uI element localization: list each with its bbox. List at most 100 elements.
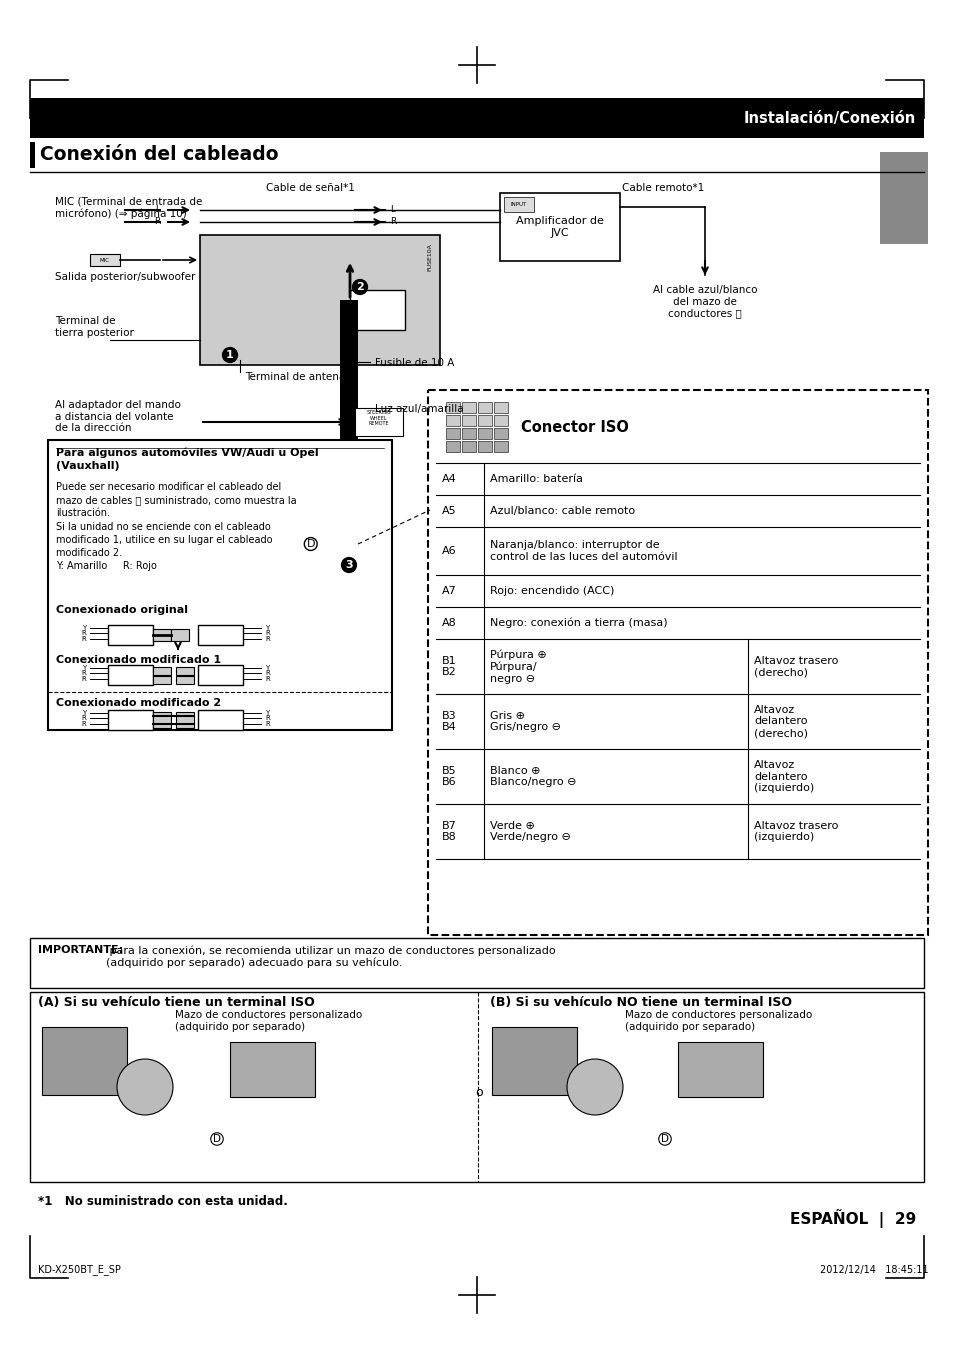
Text: Altavoz
delantero
(izquierdo): Altavoz delantero (izquierdo): [753, 760, 814, 793]
Text: Amarillo: batería: Amarillo: batería: [490, 474, 582, 483]
Text: 1: 1: [226, 349, 233, 360]
Circle shape: [566, 1059, 622, 1114]
Text: ESPAÑOL  |  29: ESPAÑOL | 29: [789, 1209, 915, 1228]
Text: Instalación/Conexión: Instalación/Conexión: [743, 111, 915, 126]
Bar: [879, 152, 927, 244]
Text: MIC (Terminal de entrada de
micrófono) (⇒ página 10): MIC (Terminal de entrada de micrófono) (…: [55, 196, 202, 219]
Text: D: D: [213, 1135, 221, 1144]
Bar: [152, 676, 171, 684]
Bar: [108, 709, 152, 730]
Text: B7
B8: B7 B8: [441, 821, 456, 842]
Text: R: R: [153, 218, 160, 226]
Text: Rojo: encendido (ACC): Rojo: encendido (ACC): [490, 586, 614, 596]
Bar: [494, 402, 507, 413]
Bar: [30, 97, 923, 138]
Bar: [48, 440, 392, 730]
Text: Y: Y: [82, 665, 86, 672]
Bar: [171, 630, 189, 640]
Text: 2012/12/14   18:45:11: 2012/12/14 18:45:11: [820, 1265, 927, 1275]
Bar: [30, 142, 35, 168]
Text: Conexionado modificado 1: Conexionado modificado 1: [56, 655, 221, 665]
Text: INPUT: INPUT: [511, 203, 527, 207]
Text: Verde ⊕
Verde/negro ⊖: Verde ⊕ Verde/negro ⊖: [490, 821, 570, 842]
Bar: [436, 695, 919, 749]
Bar: [461, 414, 476, 427]
Text: Cable remoto*1: Cable remoto*1: [621, 183, 703, 194]
Text: R: R: [265, 676, 270, 682]
Bar: [200, 236, 439, 366]
Text: R: R: [81, 720, 86, 727]
Bar: [436, 496, 919, 527]
Text: MIC: MIC: [100, 257, 110, 263]
Bar: [175, 676, 193, 684]
Text: Púrpura ⊕
Púrpura/
negro ⊖: Púrpura ⊕ Púrpura/ negro ⊖: [490, 650, 546, 684]
Bar: [436, 639, 919, 695]
Text: Amplificador de
JVC: Amplificador de JVC: [516, 217, 603, 238]
Text: Y: Y: [82, 709, 86, 716]
Bar: [477, 414, 492, 427]
Text: A5: A5: [441, 506, 456, 516]
Bar: [492, 1026, 577, 1095]
Text: FUSE10A: FUSE10A: [427, 242, 432, 271]
Bar: [355, 408, 402, 436]
Text: Gris ⊕
Gris/negro ⊖: Gris ⊕ Gris/negro ⊖: [490, 711, 560, 733]
Text: L: L: [390, 206, 395, 214]
Text: 2: 2: [355, 282, 363, 292]
Bar: [436, 575, 919, 607]
Text: Azul/blanco: cable remoto: Azul/blanco: cable remoto: [490, 506, 635, 516]
Text: Altavoz trasero
(izquierdo): Altavoz trasero (izquierdo): [753, 821, 838, 842]
Text: Fusible de 10 A: Fusible de 10 A: [375, 357, 454, 368]
Text: R: R: [81, 715, 86, 720]
Text: Conexionado original: Conexionado original: [56, 605, 188, 615]
Bar: [152, 712, 171, 728]
Text: Altavoz
delantero
(derecho): Altavoz delantero (derecho): [753, 705, 807, 738]
Bar: [436, 749, 919, 804]
Bar: [436, 527, 919, 575]
Text: Y: Y: [82, 626, 86, 631]
Bar: [198, 709, 243, 730]
Text: Salida posterior/subwoofer: Salida posterior/subwoofer: [55, 272, 195, 282]
Text: Para algunos automóviles VW/Audi u Opel
(Vauxhall): Para algunos automóviles VW/Audi u Opel …: [56, 448, 318, 471]
Text: A7: A7: [441, 586, 456, 596]
Text: Altavoz trasero
(derecho): Altavoz trasero (derecho): [753, 655, 838, 677]
Text: R: R: [390, 218, 395, 226]
Text: L: L: [154, 206, 160, 214]
Text: R: R: [265, 715, 270, 720]
Bar: [494, 428, 507, 439]
Bar: [152, 668, 171, 676]
Bar: [30, 938, 923, 988]
Bar: [461, 441, 476, 452]
Bar: [446, 441, 459, 452]
Bar: [446, 402, 459, 413]
Text: *1   No suministrado con esta unidad.: *1 No suministrado con esta unidad.: [38, 1196, 288, 1208]
Text: KD-X250BT_E_SP: KD-X250BT_E_SP: [38, 1265, 121, 1275]
Bar: [461, 428, 476, 439]
Text: B5
B6: B5 B6: [441, 766, 456, 787]
Text: Y: Y: [265, 709, 269, 716]
Bar: [230, 1043, 314, 1097]
Text: Terminal de
tierra posterior: Terminal de tierra posterior: [55, 315, 133, 337]
Text: Y: Y: [265, 665, 269, 672]
Bar: [90, 255, 120, 265]
Text: Conexión del cableado: Conexión del cableado: [40, 145, 278, 164]
Bar: [175, 712, 193, 728]
Text: R: R: [265, 720, 270, 727]
Text: Negro: conexión a tierra (masa): Negro: conexión a tierra (masa): [490, 617, 667, 628]
Text: B1
B2: B1 B2: [441, 655, 456, 677]
Text: D: D: [306, 539, 314, 548]
Bar: [333, 490, 365, 508]
Text: 3: 3: [345, 561, 353, 570]
Bar: [477, 441, 492, 452]
Text: Y: Y: [265, 626, 269, 631]
Text: IMPORTANTE:: IMPORTANTE:: [38, 945, 123, 955]
Bar: [198, 626, 243, 645]
Bar: [339, 301, 357, 529]
Bar: [678, 1043, 762, 1097]
Text: (B) Si su vehículo NO tiene un terminal ISO: (B) Si su vehículo NO tiene un terminal …: [490, 997, 791, 1009]
Bar: [477, 402, 492, 413]
Bar: [494, 441, 507, 452]
Text: R: R: [81, 630, 86, 636]
Text: R: R: [265, 670, 270, 676]
Text: Puede ser necesario modificar el cableado del
mazo de cables ⓓ suministrado, com: Puede ser necesario modificar el cablead…: [56, 482, 296, 571]
Bar: [108, 665, 152, 685]
